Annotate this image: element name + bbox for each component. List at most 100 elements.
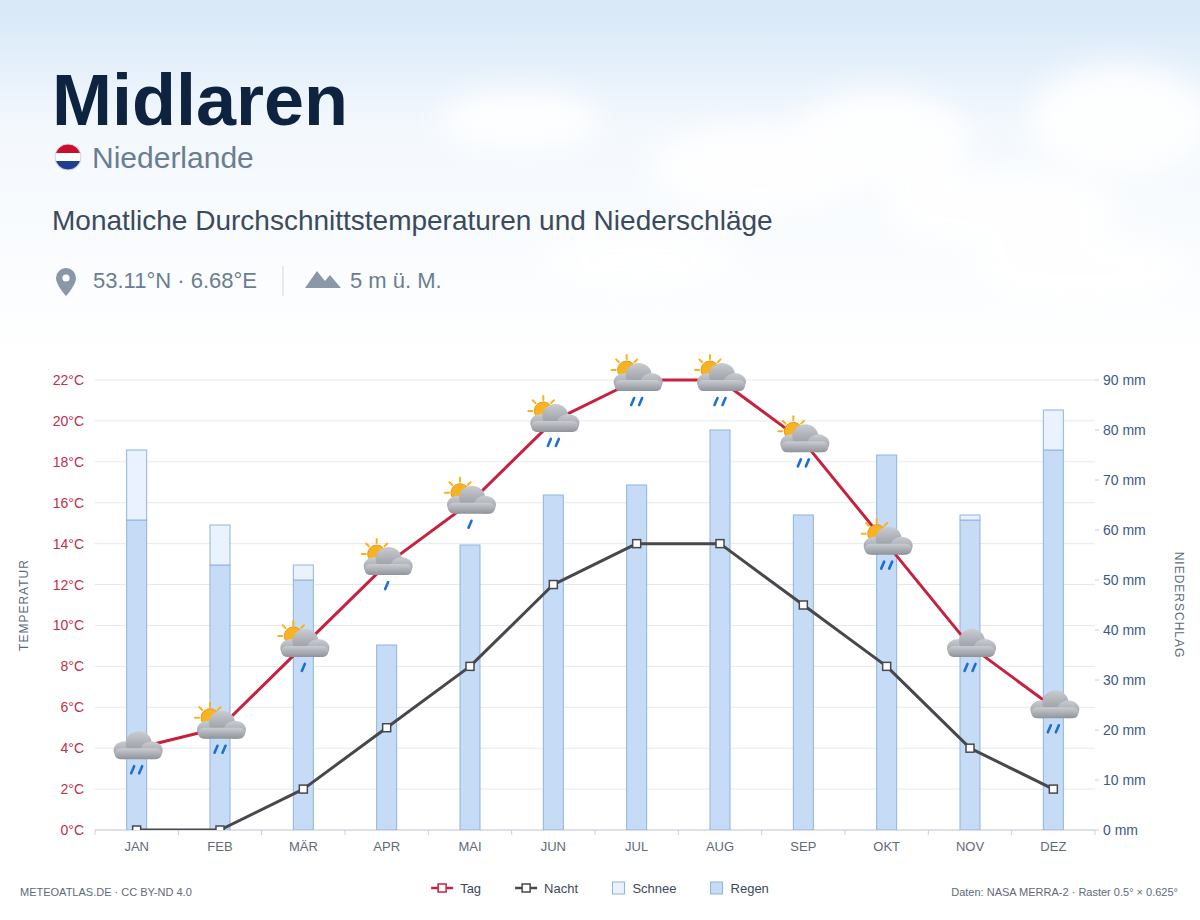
x-tick-label: SEP — [790, 839, 816, 854]
bar-schnee — [960, 515, 980, 520]
legend-item: Nacht — [515, 881, 578, 896]
x-tick — [261, 830, 262, 835]
rain-drop — [139, 766, 142, 773]
y-tick-label: 6°C — [61, 699, 85, 715]
grid-line — [95, 461, 1095, 462]
y2-tick-label: 0 mm — [1103, 822, 1138, 838]
flag-red — [55, 144, 81, 153]
sun-ray — [459, 478, 461, 482]
rain-drop — [223, 746, 226, 753]
y2-tick — [1095, 430, 1099, 431]
cloud — [1030, 690, 1079, 718]
bar-regen — [793, 515, 813, 830]
y2-tick — [1095, 630, 1099, 631]
y-tick-label: 10°C — [53, 617, 84, 633]
y2-tick — [1095, 480, 1099, 481]
sun-ray — [445, 492, 449, 494]
rain-drop — [798, 459, 801, 466]
rain-drop — [889, 562, 892, 569]
sky — [0, 0, 1200, 360]
bar-regen — [877, 455, 897, 830]
cloud-part — [198, 728, 245, 739]
rain-drop — [1048, 725, 1051, 732]
bar-regen — [627, 485, 647, 830]
sun-ray — [376, 539, 378, 543]
cloud-part — [365, 564, 412, 575]
legend-marker — [522, 884, 530, 892]
country: Niederlande — [92, 141, 254, 174]
cloud — [447, 486, 496, 514]
marker — [633, 540, 641, 548]
bar-regen — [1043, 450, 1063, 830]
cloud — [697, 363, 746, 391]
x-tick — [1095, 830, 1096, 835]
weather-icon — [695, 355, 746, 405]
mountain-icon — [305, 271, 341, 288]
grid-line — [95, 502, 1095, 503]
x-tick-label: NOV — [956, 839, 985, 854]
cloud — [864, 527, 913, 555]
elevation: 5 m ü. M. — [350, 268, 442, 293]
sky-cloud — [540, 230, 740, 290]
sun-ray — [384, 543, 387, 546]
sun-ray — [612, 369, 616, 371]
x-tick-label: MÄR — [289, 839, 318, 854]
sun-ray — [876, 519, 878, 523]
cloud-part — [115, 748, 162, 759]
legend-label: Regen — [731, 881, 769, 896]
y2-tick-label: 70 mm — [1103, 472, 1146, 488]
bar-schnee — [377, 645, 397, 646]
sun-ray — [366, 543, 369, 546]
sun-ray — [862, 533, 866, 535]
legend-label: Schnee — [632, 881, 676, 896]
weather-icon — [612, 355, 663, 405]
x-tick — [595, 830, 596, 835]
y-tick-label: 14°C — [53, 536, 84, 552]
pin-hole — [62, 274, 69, 281]
y-tick-label: 12°C — [53, 577, 84, 593]
coordinates: 53.11°N · 6.68°E — [93, 268, 257, 293]
cloud-part — [531, 421, 578, 432]
y2-tick — [1095, 380, 1099, 381]
marker — [716, 540, 724, 548]
x-tick — [511, 830, 512, 835]
sky-clouds — [440, 65, 1200, 305]
sun-ray — [783, 421, 786, 424]
x-tick — [1011, 830, 1012, 835]
plot-area — [127, 376, 1064, 830]
rain-drop — [806, 459, 809, 466]
grid-line — [95, 666, 1095, 667]
x-tick — [428, 830, 429, 835]
weather-icon — [114, 731, 163, 773]
grid-line — [95, 380, 1095, 381]
sun-ray — [218, 707, 221, 710]
bar-schnee — [293, 565, 313, 580]
cloud — [364, 547, 413, 575]
y-tick-label: 8°C — [61, 658, 85, 674]
y2-tick — [1095, 780, 1099, 781]
bar-schnee — [1043, 410, 1063, 450]
marker — [133, 826, 141, 830]
sun-ray — [195, 717, 199, 719]
legend-item: Tag — [431, 881, 481, 896]
sun-ray — [866, 523, 869, 526]
cloud-part — [281, 646, 328, 657]
marker — [883, 662, 891, 670]
bar-regen — [543, 495, 563, 830]
marker — [383, 724, 391, 732]
x-tick — [95, 830, 96, 835]
y2-tick-label: 30 mm — [1103, 672, 1146, 688]
grid-line — [95, 625, 1095, 626]
flag-blue — [55, 161, 81, 170]
x-tick-label: OKT — [873, 839, 900, 854]
x-tick — [845, 830, 846, 835]
bar-regen — [210, 565, 230, 830]
y-tick-label: 22°C — [53, 372, 84, 388]
cloud-part — [865, 544, 912, 555]
sun-ray — [468, 482, 471, 485]
sky-cloud — [1030, 65, 1200, 175]
weather-icon — [528, 396, 579, 446]
cloud — [530, 404, 579, 432]
rain-drop — [131, 766, 134, 773]
x-tick — [678, 830, 679, 835]
